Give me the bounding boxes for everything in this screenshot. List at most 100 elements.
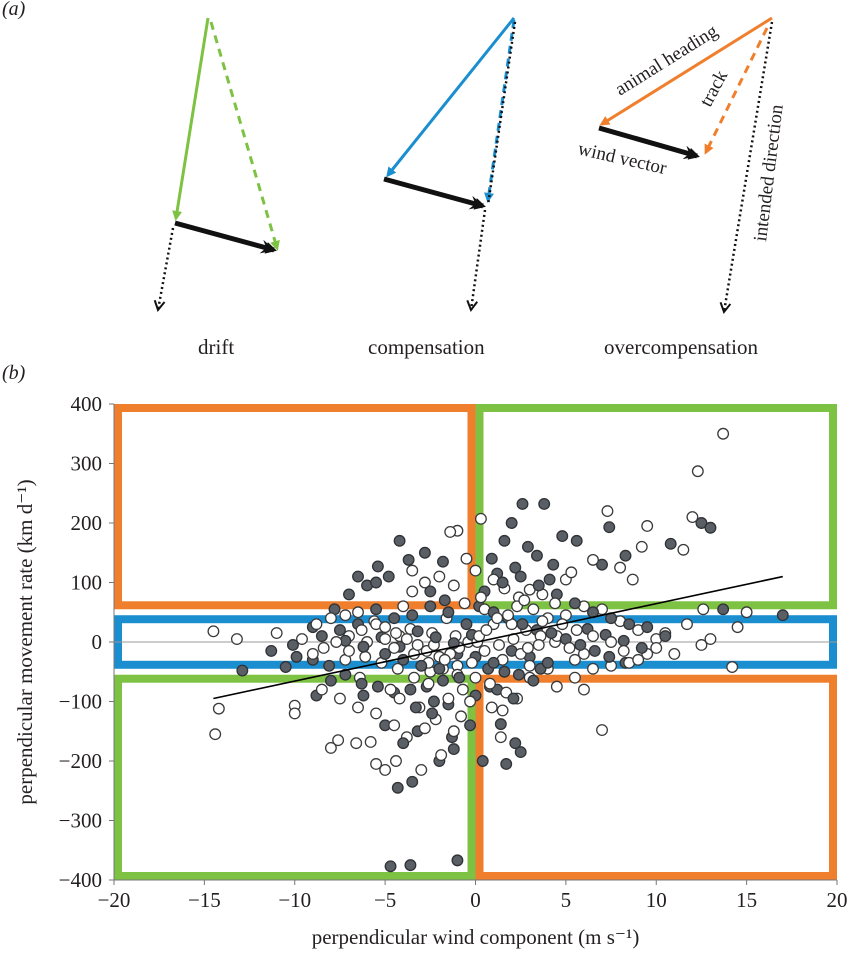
data-point-open bbox=[230, 633, 243, 645]
data-point-filled bbox=[507, 692, 520, 705]
data-point-open bbox=[343, 644, 355, 657]
data-point-open bbox=[415, 763, 428, 776]
data-point-open bbox=[212, 702, 225, 715]
data-point-filled bbox=[447, 743, 460, 756]
data-point-filled bbox=[290, 650, 303, 663]
data-point-open bbox=[456, 683, 469, 696]
data-point-open bbox=[317, 642, 330, 654]
panel-b-scatter-plot: (b) −400 −300 −200 −100 0 100 200 300 400 −20 −15−… bbox=[0, 360, 850, 955]
region-overcompensation bbox=[114, 404, 476, 610]
data-point-open bbox=[568, 671, 581, 684]
data-point-filled bbox=[538, 498, 551, 510]
data-point-filled bbox=[476, 755, 489, 767]
data-point-filled bbox=[323, 659, 336, 672]
data-point-open bbox=[288, 707, 301, 720]
data-point-filled bbox=[333, 624, 346, 637]
data-point-filled bbox=[516, 498, 529, 510]
overcomp-wind-arrow bbox=[598, 125, 700, 160]
y-tick-label: 0 bbox=[92, 630, 103, 654]
data-point-open bbox=[587, 662, 599, 675]
data-point-open bbox=[717, 427, 730, 440]
y-tick-label: 300 bbox=[71, 452, 103, 476]
data-point-open bbox=[464, 695, 477, 708]
data-point-open bbox=[677, 543, 690, 556]
data-point-open bbox=[617, 644, 630, 657]
data-point-filled bbox=[543, 573, 556, 586]
data-point-filled bbox=[384, 860, 397, 873]
data-point-open bbox=[632, 653, 645, 666]
data-point-filled bbox=[426, 707, 439, 720]
data-point-filled bbox=[429, 631, 442, 644]
compensation-wind-arrow bbox=[383, 176, 486, 210]
data-point-open bbox=[306, 647, 319, 660]
data-point-filled bbox=[391, 781, 404, 794]
data-point-open bbox=[635, 540, 648, 553]
data-point-filled bbox=[409, 701, 422, 714]
drift-caption: drift bbox=[198, 335, 235, 359]
y-tick-label: −200 bbox=[59, 749, 102, 773]
data-point-filled bbox=[514, 570, 527, 583]
overcompensation-caption: overcompensation bbox=[604, 335, 758, 359]
data-point-filled bbox=[324, 674, 337, 687]
data-point-filled bbox=[355, 677, 368, 690]
data-point-filled bbox=[498, 665, 511, 678]
data-point-filled bbox=[635, 642, 648, 654]
data-point-open bbox=[731, 621, 744, 634]
data-point-open bbox=[408, 671, 420, 684]
drift-wind-arrow bbox=[174, 220, 277, 254]
data-point-open bbox=[438, 653, 451, 666]
data-point-open bbox=[587, 630, 599, 643]
data-point-open bbox=[379, 633, 392, 645]
data-point-open bbox=[397, 600, 410, 613]
data-point-open bbox=[352, 606, 364, 619]
data-point-filled bbox=[516, 618, 529, 631]
data-point-open bbox=[493, 639, 505, 651]
overcompensation-diagram: animal heading track wind vector intende… bbox=[576, 16, 788, 312]
data-point-open bbox=[568, 653, 581, 666]
data-point-filled bbox=[617, 634, 630, 647]
data-point-open bbox=[614, 561, 627, 574]
region-overcompensation bbox=[475, 674, 837, 880]
x-axis-label: perpendicular wind component (m s⁻¹) bbox=[312, 925, 640, 949]
data-point-filled bbox=[541, 656, 554, 669]
data-point-filled bbox=[402, 553, 415, 566]
data-point-filled bbox=[397, 653, 410, 666]
data-point-open bbox=[422, 677, 435, 690]
data-point-open bbox=[447, 579, 460, 592]
data-point-open bbox=[442, 692, 455, 705]
data-point-open bbox=[384, 683, 397, 696]
data-point-open bbox=[523, 659, 536, 672]
data-point-filled bbox=[427, 695, 440, 708]
panel-a-vector-diagrams: (a) bbox=[0, 0, 850, 370]
data-point-filled bbox=[623, 618, 636, 631]
y-tick-label: −100 bbox=[59, 690, 102, 714]
x-tick-label: −5 bbox=[374, 888, 396, 912]
data-point-filled bbox=[433, 662, 446, 675]
data-point-filled bbox=[371, 680, 384, 693]
data-point-filled bbox=[379, 647, 392, 660]
data-point-open bbox=[364, 736, 377, 748]
data-point-filled bbox=[521, 540, 534, 553]
x-tick-label: −15 bbox=[188, 888, 221, 912]
data-point-open bbox=[270, 627, 283, 640]
data-point-filled bbox=[424, 600, 437, 613]
compensation-intended-overlay bbox=[486, 21, 517, 206]
data-point-open bbox=[455, 710, 467, 723]
y-tick-label: 100 bbox=[71, 571, 103, 595]
data-point-open bbox=[726, 661, 739, 673]
data-point-open bbox=[518, 594, 531, 607]
data-point-open bbox=[469, 671, 482, 684]
region-drift bbox=[114, 674, 476, 880]
data-point-open bbox=[310, 618, 323, 631]
data-point-open bbox=[350, 737, 363, 750]
data-point-filled bbox=[393, 534, 406, 547]
data-point-filled bbox=[509, 737, 522, 750]
data-point-open bbox=[418, 576, 431, 589]
data-point-open bbox=[400, 633, 413, 645]
y-tick-label: 400 bbox=[71, 392, 103, 416]
data-point-filled bbox=[424, 585, 437, 598]
data-point-open bbox=[740, 606, 753, 619]
data-point-open bbox=[596, 724, 608, 737]
data-point-open bbox=[390, 627, 402, 640]
data-point-filled bbox=[437, 674, 449, 687]
